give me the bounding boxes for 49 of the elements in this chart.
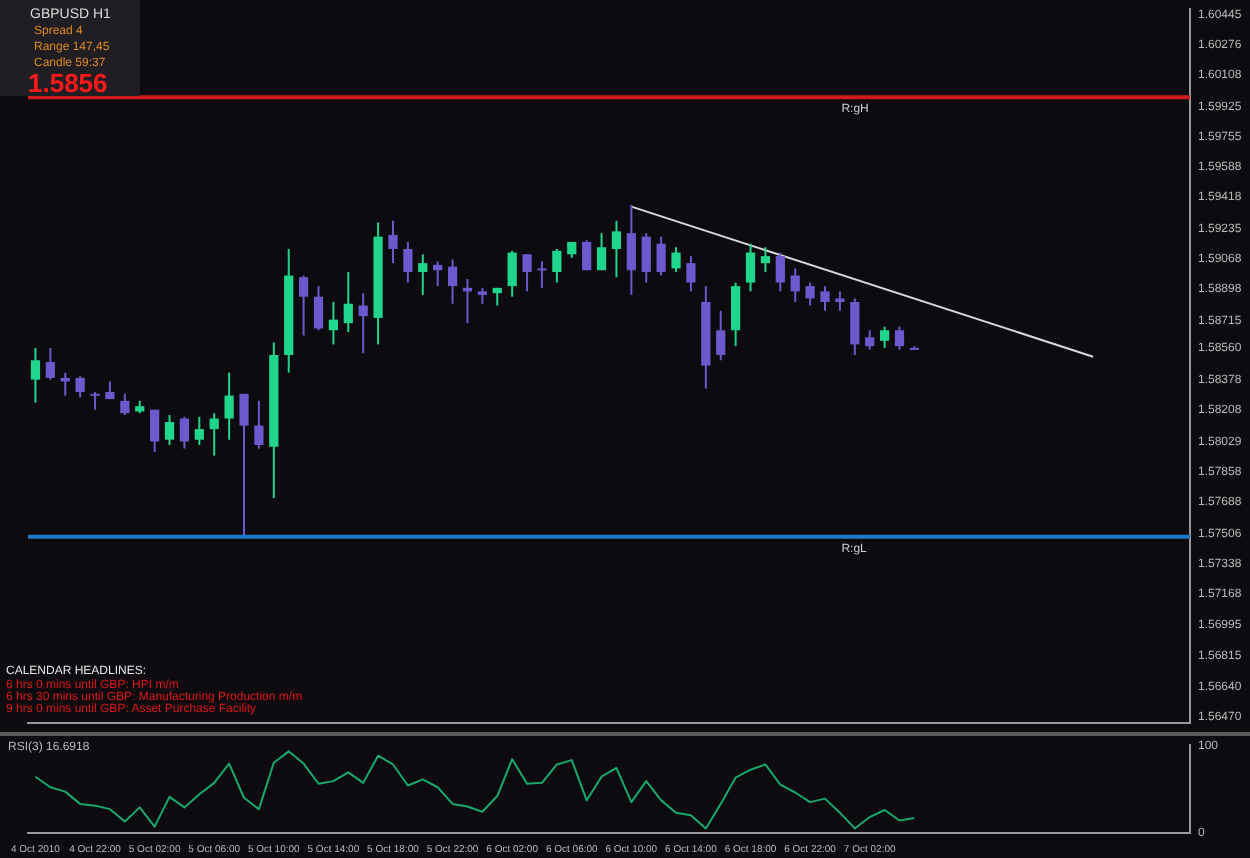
candlestick — [254, 399, 264, 450]
candlestick — [745, 242, 756, 293]
candlestick — [433, 260, 443, 288]
candlestick — [90, 391, 100, 411]
candlestick — [298, 274, 309, 337]
candlestick — [343, 270, 353, 334]
annotation: 1.5856 — [28, 68, 108, 98]
candlestick — [775, 251, 785, 293]
candlestick — [537, 260, 547, 289]
candlestick — [820, 285, 830, 312]
candlestick — [686, 255, 696, 293]
candlestick — [641, 232, 651, 284]
candlestick — [596, 232, 607, 272]
candlestick — [865, 329, 875, 351]
candlestick — [552, 248, 562, 284]
candlestick — [164, 414, 175, 447]
candlestick — [731, 281, 741, 348]
candlestick — [716, 309, 726, 362]
candlestick — [894, 325, 905, 351]
candlestick — [45, 346, 55, 381]
candlestick — [150, 408, 160, 454]
candlestick — [388, 219, 398, 265]
candlestick — [805, 281, 815, 307]
candlestick — [403, 240, 413, 284]
candlestick — [30, 346, 41, 404]
candlestick — [671, 246, 681, 273]
candlestick — [447, 258, 458, 305]
candlestick — [75, 375, 85, 399]
candlestick — [418, 253, 428, 296]
candlestick — [879, 325, 890, 349]
candlestick — [179, 415, 190, 450]
candlestick — [224, 371, 234, 441]
candlestick — [209, 412, 219, 457]
candlestick — [835, 290, 845, 312]
candlestick — [194, 415, 204, 447]
candlestick — [611, 219, 622, 279]
candlestick — [507, 249, 517, 298]
candlestick — [582, 239, 592, 272]
candlestick — [239, 392, 249, 538]
candlestick — [313, 285, 324, 332]
candlestick — [760, 246, 771, 273]
candlestick — [328, 300, 339, 346]
candlestick — [850, 297, 860, 356]
candlestick — [790, 267, 800, 303]
candlestick — [656, 235, 666, 277]
candlestick — [626, 203, 636, 296]
candlestick — [522, 253, 532, 293]
candlestick — [120, 392, 130, 416]
candlestick — [358, 292, 368, 355]
